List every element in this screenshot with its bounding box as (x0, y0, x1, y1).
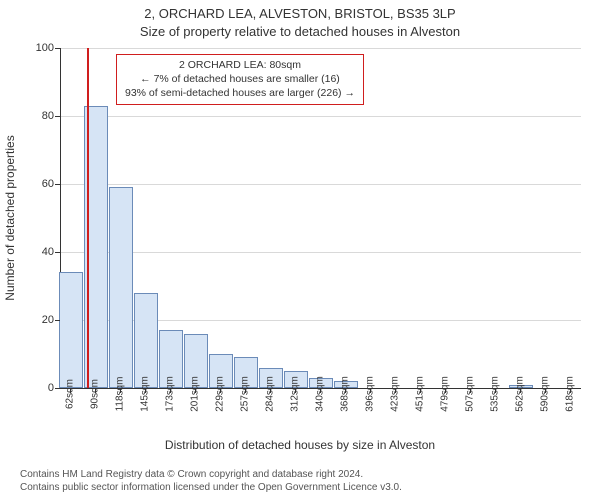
y-tick-label: 100 (0, 42, 54, 54)
footer-line-2: Contains public sector information licen… (20, 481, 402, 494)
x-tick-label: 396sqm (365, 376, 376, 412)
x-tick-label: 201sqm (190, 376, 201, 412)
x-tick-label: 479sqm (440, 376, 451, 412)
x-tick-label: 535sqm (490, 376, 501, 412)
x-tick-label: 423sqm (390, 376, 401, 412)
footer-line-1: Contains HM Land Registry data © Crown c… (20, 468, 402, 481)
y-axis-label: Number of detached properties (3, 135, 17, 300)
x-tick-label: 90sqm (90, 379, 101, 409)
y-tick-label: 40 (0, 246, 54, 258)
y-tick-label: 0 (0, 382, 54, 394)
x-tick-mark (470, 388, 471, 393)
x-tick-label: 451sqm (415, 376, 426, 412)
bar (134, 293, 158, 388)
x-tick-mark (70, 388, 71, 393)
x-tick-mark (445, 388, 446, 393)
x-tick-label: 312sqm (290, 376, 301, 412)
x-axis-label: Distribution of detached houses by size … (0, 438, 600, 452)
reference-line (87, 48, 89, 388)
x-tick-label: 229sqm (215, 376, 226, 412)
annotation-line: 2 ORCHARD LEA: 80sqm (125, 58, 355, 72)
x-tick-mark (270, 388, 271, 393)
x-tick-label: 562sqm (515, 376, 526, 412)
x-tick-mark (120, 388, 121, 393)
annotation-line: 93% of semi-detached houses are larger (… (125, 86, 355, 100)
x-tick-label: 257sqm (240, 376, 251, 412)
x-tick-mark (420, 388, 421, 393)
x-tick-label: 118sqm (115, 377, 126, 412)
x-tick-mark (170, 388, 171, 393)
x-tick-mark (545, 388, 546, 393)
x-tick-mark (520, 388, 521, 393)
x-tick-mark (370, 388, 371, 393)
x-tick-mark (320, 388, 321, 393)
y-tick-label: 20 (0, 314, 54, 326)
x-tick-label: 507sqm (465, 376, 476, 412)
x-tick-label: 173sqm (165, 376, 176, 412)
x-tick-label: 284sqm (265, 376, 276, 412)
x-tick-label: 62sqm (65, 379, 76, 409)
plot-area: 2 ORCHARD LEA: 80sqm← 7% of detached hou… (60, 48, 581, 389)
x-tick-mark (395, 388, 396, 393)
x-tick-label: 368sqm (340, 376, 351, 412)
title-line-2: Size of property relative to detached ho… (0, 24, 600, 39)
bar (59, 272, 83, 388)
x-tick-mark (195, 388, 196, 393)
x-tick-mark (220, 388, 221, 393)
y-tick-label: 80 (0, 110, 54, 122)
title-line-1: 2, ORCHARD LEA, ALVESTON, BRISTOL, BS35 … (0, 6, 600, 21)
annotation-line: ← 7% of detached houses are smaller (16) (125, 72, 355, 86)
x-tick-mark (295, 388, 296, 393)
x-tick-mark (570, 388, 571, 393)
annotation-box: 2 ORCHARD LEA: 80sqm← 7% of detached hou… (116, 54, 364, 105)
x-tick-label: 590sqm (540, 376, 551, 412)
footer-attribution: Contains HM Land Registry data © Crown c… (20, 468, 402, 494)
x-tick-label: 340sqm (315, 376, 326, 412)
bar (109, 187, 133, 388)
chart-container: 2, ORCHARD LEA, ALVESTON, BRISTOL, BS35 … (0, 0, 600, 500)
x-tick-label: 618sqm (565, 376, 576, 412)
y-tick-label: 60 (0, 178, 54, 190)
x-tick-mark (345, 388, 346, 393)
x-tick-mark (145, 388, 146, 393)
x-tick-mark (95, 388, 96, 393)
x-tick-label: 145sqm (140, 376, 151, 412)
x-tick-mark (245, 388, 246, 393)
x-tick-mark (495, 388, 496, 393)
